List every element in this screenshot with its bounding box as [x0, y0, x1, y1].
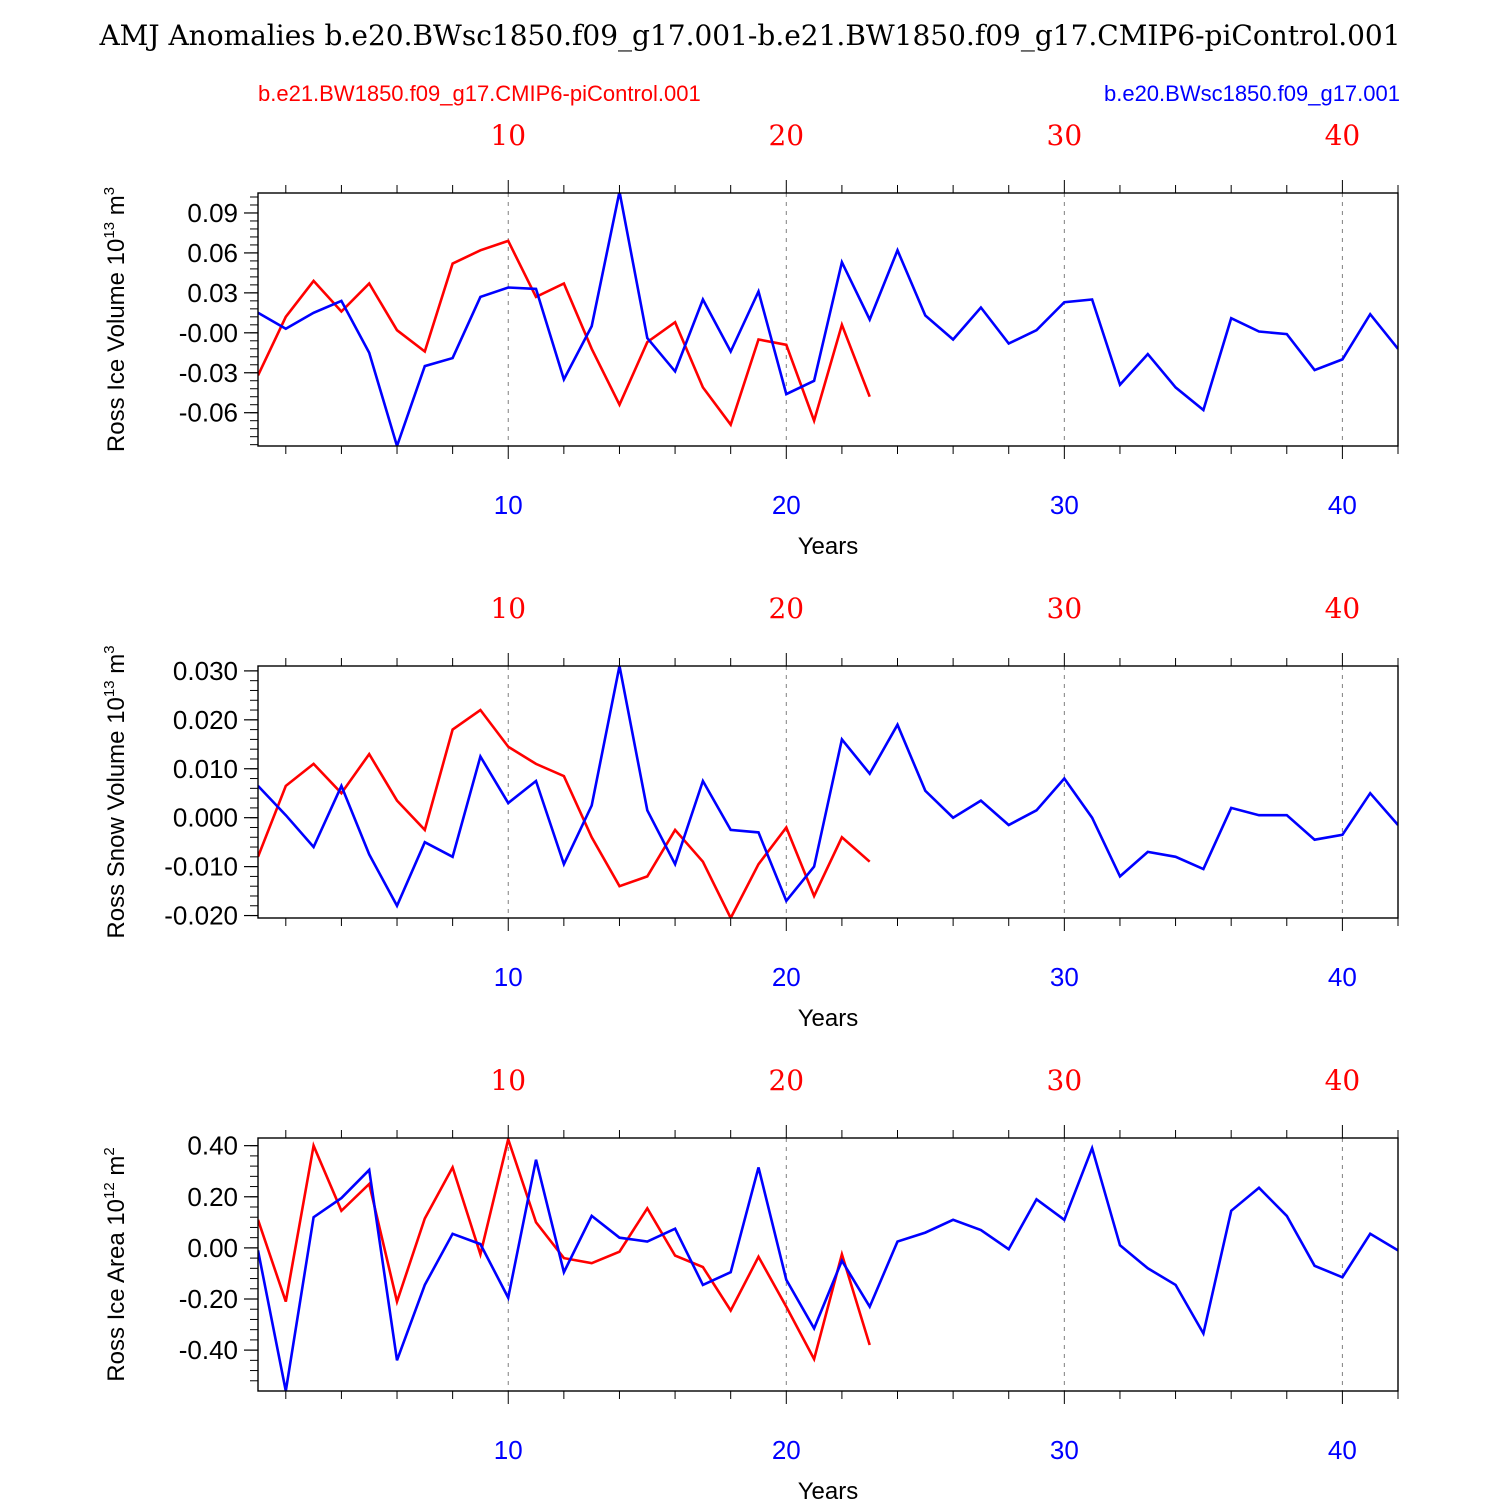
- chart-panel-1: -0.06 -0.03 -0.00 0.03 0.06 0.09 10 10 20 20 30 30 4…: [101, 119, 1399, 560]
- x-tick-label-top: 40: [1325, 1064, 1361, 1097]
- chart-title: AMJ Anomalies b.e20.BWsc1850.f09_g17.001…: [98, 19, 1400, 52]
- plot-frame: [257, 1137, 1399, 1392]
- chart-panels: -0.06 -0.03 -0.00 0.03 0.06 0.09 10 10 20 20 30 30 4…: [101, 119, 1399, 1500]
- series-line-red: [258, 1138, 871, 1363]
- plot-frame: [257, 192, 1399, 447]
- series-line-blue: [258, 193, 1398, 446]
- x-tick-label-top: 20: [768, 592, 804, 625]
- x-tick-label-bottom: 20: [772, 962, 801, 992]
- x-tick-label-top: 40: [1325, 119, 1361, 152]
- x-tick-label-bottom: 10: [494, 490, 523, 520]
- x-tick-label-top: 10: [490, 592, 526, 625]
- y-tick-label: 0.010: [173, 754, 238, 784]
- x-tick-label-top: 10: [490, 119, 526, 152]
- y-tick-label: -0.00: [179, 318, 238, 348]
- plot-frame: [257, 665, 1399, 919]
- y-tick-label: -0.20: [179, 1284, 238, 1314]
- y-tick-label: 0.020: [173, 705, 238, 735]
- y-tick-label: 0.00: [187, 1233, 238, 1263]
- y-tick-label: -0.020: [164, 901, 238, 931]
- y-tick-label: 0.06: [187, 238, 238, 268]
- x-tick-label-top: 30: [1047, 592, 1083, 625]
- x-tick-label-bottom: 30: [1050, 1435, 1079, 1465]
- legend-label-blue-series: b.e20.BWsc1850.f09_g17.001: [1104, 81, 1400, 106]
- y-tick-label: -0.010: [164, 852, 238, 882]
- y-tick-label: 0.20: [187, 1182, 238, 1212]
- x-tick-label-top: 10: [490, 1064, 526, 1097]
- legend-label-red-series: b.e21.BW1850.f09_g17.CMIP6-piControl.001: [258, 81, 701, 106]
- x-tick-label-bottom: 20: [772, 490, 801, 520]
- series-line-red: [258, 708, 871, 918]
- y-tick-label: 0.03: [187, 278, 238, 308]
- y-tick-label: -0.06: [179, 398, 238, 428]
- x-axis-label: Years: [798, 1478, 859, 1500]
- y-tick-label: -0.40: [179, 1335, 238, 1365]
- x-tick-label-top: 20: [768, 1064, 804, 1097]
- x-tick-label-bottom: 10: [494, 1435, 523, 1465]
- y-axis-label: Ross Snow Volume 1013 m3: [101, 645, 130, 938]
- chart-panel-3: -0.40 -0.20 0.00 0.20 0.40 10 10 20 20 30 30 40 40 Ye…: [101, 1064, 1399, 1500]
- x-tick-label-bottom: 40: [1328, 962, 1357, 992]
- series-line-red: [258, 239, 871, 428]
- y-tick-label: 0.000: [173, 803, 238, 833]
- x-tick-label-bottom: 30: [1050, 490, 1079, 520]
- y-axis-label: Ross Ice Volume 1013 m3: [101, 187, 130, 452]
- x-tick-label-bottom: 40: [1328, 1435, 1357, 1465]
- x-tick-label-top: 30: [1047, 119, 1083, 152]
- y-tick-label: 0.030: [173, 656, 238, 686]
- x-axis-label: Years: [798, 533, 859, 560]
- x-tick-label-top: 30: [1047, 1064, 1083, 1097]
- y-tick-label: -0.03: [179, 358, 238, 388]
- x-axis-label: Years: [798, 1005, 859, 1032]
- chart-panel-2: -0.020 -0.010 0.000 0.010 0.020 0.030 10 10 20 20…: [101, 592, 1399, 1032]
- series-line-blue: [258, 666, 1398, 909]
- x-tick-label-bottom: 30: [1050, 962, 1079, 992]
- y-tick-label: 0.40: [187, 1131, 238, 1161]
- x-tick-label-bottom: 20: [772, 1435, 801, 1465]
- series-line-blue: [258, 1144, 1398, 1391]
- x-tick-label-bottom: 10: [494, 962, 523, 992]
- x-tick-label-top: 40: [1325, 592, 1361, 625]
- x-tick-label-bottom: 40: [1328, 490, 1357, 520]
- y-axis-label: Ross Ice Area 1012 m2: [101, 1147, 130, 1381]
- x-tick-label-top: 20: [768, 119, 804, 152]
- y-tick-label: 0.09: [187, 198, 238, 228]
